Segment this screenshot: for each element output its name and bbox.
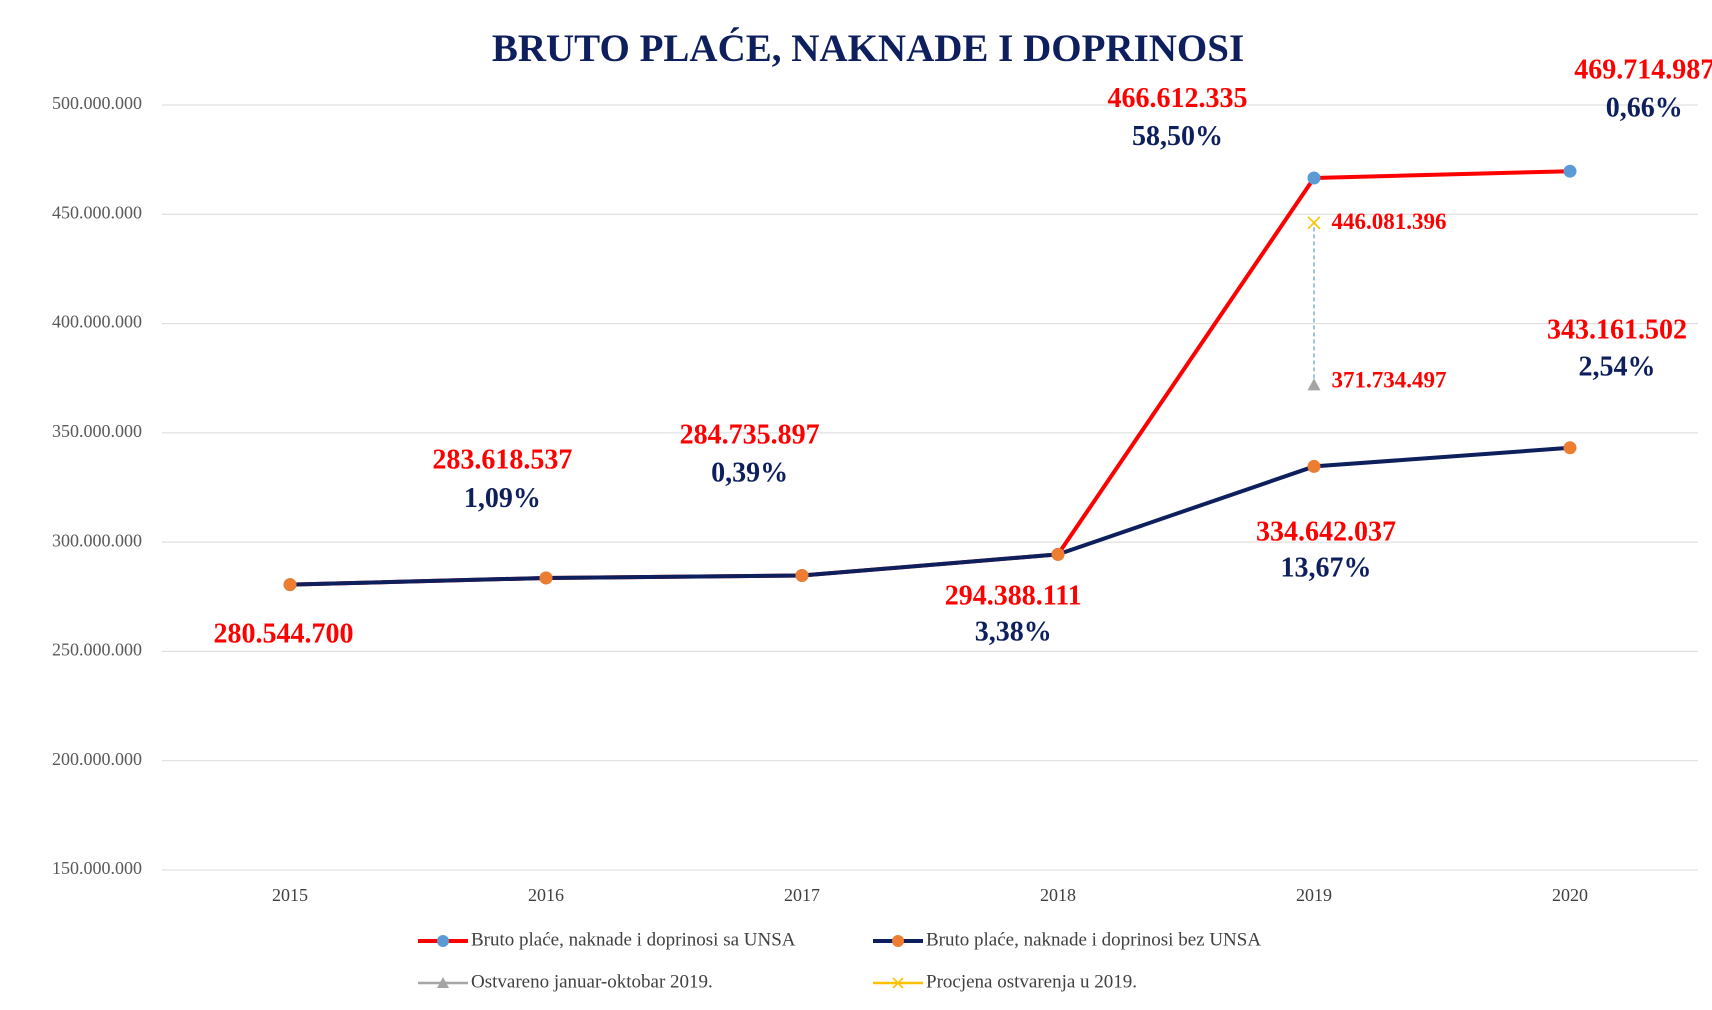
x-tick-label: 2018 — [1040, 885, 1076, 905]
data-label: 343.161.502 — [1547, 314, 1687, 345]
point — [1563, 164, 1577, 178]
legend-marker — [892, 977, 904, 989]
chart-title: BRUTO PLAĆE, NAKNADE I DOPRINOSI — [492, 26, 1244, 70]
y-tick-label: 450.000.000 — [52, 202, 142, 222]
data-label: 371.734.497 — [1331, 367, 1446, 392]
legend-marker — [892, 935, 904, 947]
point — [1563, 441, 1577, 455]
data-label: 283.618.537 — [432, 445, 572, 476]
y-tick-label: 150.000.000 — [52, 858, 142, 878]
point — [539, 571, 553, 585]
legend-marker — [437, 977, 449, 988]
point — [283, 578, 297, 592]
legend-marker — [437, 935, 449, 947]
legend-label: Procjena ostvarenja u 2019. — [926, 971, 1137, 992]
data-label: 284.735.897 — [680, 419, 820, 450]
x-tick-label: 2015 — [272, 885, 308, 905]
point — [1307, 216, 1321, 230]
growth-label: 3,38% — [975, 617, 1052, 648]
point — [795, 569, 809, 583]
growth-label: 2,54% — [1578, 352, 1655, 383]
series-line — [289, 445, 1571, 587]
y-tick-label: 350.000.000 — [52, 421, 142, 441]
data-label: 466.612.335 — [1108, 83, 1248, 114]
growth-label: 58,50% — [1132, 121, 1223, 152]
x-tick-label: 2017 — [784, 885, 820, 905]
x-tick-label: 2016 — [528, 885, 564, 905]
legend-label: Ostvareno januar-oktobar 2019. — [471, 971, 713, 992]
point — [1307, 378, 1321, 391]
y-tick-label: 500.000.000 — [52, 93, 142, 113]
growth-label: 0,66% — [1606, 92, 1683, 123]
legend-label: Bruto plaće, naknade i doprinosi sa UNSA — [471, 929, 796, 950]
data-label: 280.544.700 — [213, 618, 353, 649]
data-label: 334.642.037 — [1256, 517, 1396, 548]
y-tick-label: 200.000.000 — [52, 749, 142, 769]
y-tick-label: 400.000.000 — [52, 312, 142, 332]
x-tick-label: 2019 — [1296, 885, 1332, 905]
point — [1307, 459, 1321, 473]
y-tick-label: 300.000.000 — [52, 530, 142, 550]
data-label: 294.388.111 — [945, 581, 1082, 612]
data-label: 469.714.987 — [1574, 54, 1712, 85]
y-tick-label: 250.000.000 — [52, 640, 142, 660]
point — [1307, 171, 1321, 185]
legend-label: Bruto plaće, naknade i doprinosi bez UNS… — [926, 929, 1261, 950]
point — [1051, 547, 1065, 561]
x-tick-label: 2020 — [1552, 885, 1588, 905]
data-label: 446.081.396 — [1331, 209, 1446, 234]
growth-label: 1,09% — [464, 483, 541, 514]
growth-label: 13,67% — [1281, 553, 1372, 584]
growth-label: 0,39% — [711, 457, 788, 488]
